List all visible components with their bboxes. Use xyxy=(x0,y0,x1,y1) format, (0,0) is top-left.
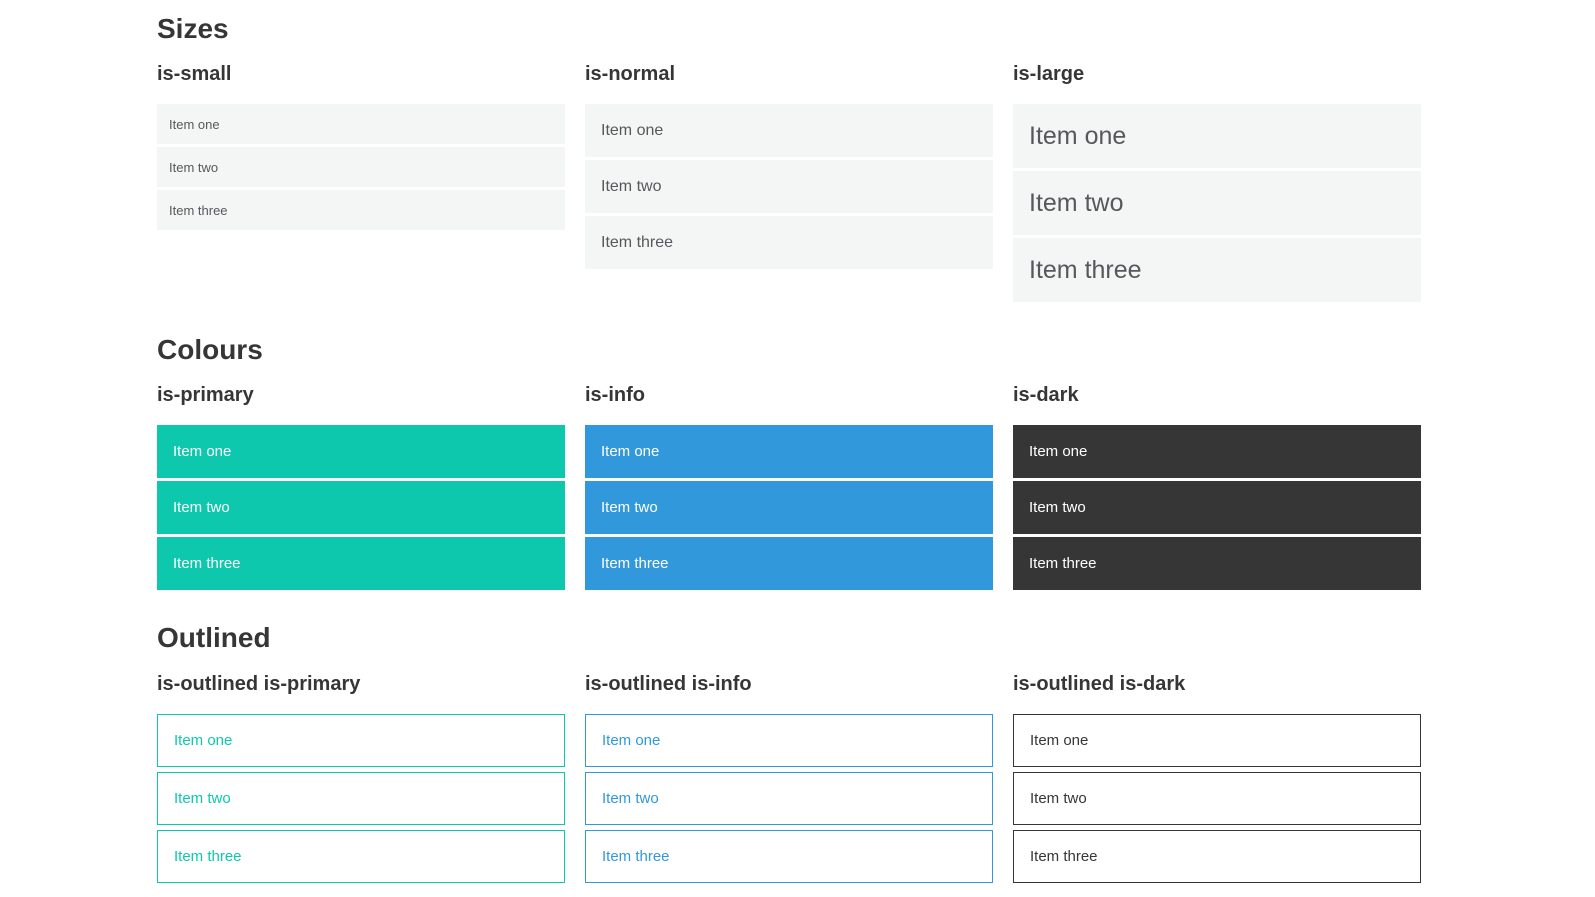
outlined-columns: is-outlined is-primary Item one Item two… xyxy=(157,672,1421,888)
list-item[interactable]: Item one xyxy=(1013,104,1421,169)
list-item[interactable]: Item two xyxy=(157,481,565,535)
list-item[interactable]: Item three xyxy=(1013,829,1421,883)
list-item[interactable]: Item one xyxy=(1013,713,1421,767)
list-group-is-normal: Item one Item two Item three xyxy=(585,104,993,270)
group-label-is-primary: is-primary xyxy=(157,384,254,407)
sizes-columns: is-small Item one Item two Item three is… xyxy=(157,62,1421,305)
column-is-primary: is-primary Item one Item two Item three xyxy=(157,383,565,593)
list-group-outlined-dark: Item one Item two Item three xyxy=(1013,713,1421,883)
list-item[interactable]: Item three xyxy=(157,537,565,591)
column-outlined-info: is-outlined is-info Item one Item two It… xyxy=(585,672,993,888)
list-item[interactable]: Item three xyxy=(585,216,993,270)
list-item[interactable]: Item two xyxy=(1013,481,1421,535)
section-outlined: Outlined is-outlined is-primary Item one… xyxy=(157,622,1421,887)
list-group-is-small: Item one Item two Item three xyxy=(157,104,565,231)
group-label-is-normal: is-normal xyxy=(585,63,676,86)
list-item[interactable]: Item two xyxy=(1013,771,1421,825)
list-item[interactable]: Item three xyxy=(157,190,565,231)
list-item[interactable]: Item two xyxy=(1013,171,1421,236)
list-item[interactable]: Item two xyxy=(157,147,565,188)
section-title-outlined: Outlined xyxy=(157,622,271,654)
column-is-large: is-large Item one Item two Item three xyxy=(1013,62,1421,305)
section-title-sizes: Sizes xyxy=(157,13,229,44)
group-label-outlined-dark: is-outlined is-dark xyxy=(1013,672,1186,695)
list-group-outlined-primary: Item one Item two Item three xyxy=(157,713,565,883)
group-label-is-info: is-info xyxy=(585,384,645,407)
list-item[interactable]: Item one xyxy=(1013,425,1421,479)
section-title-colours: Colours xyxy=(157,334,263,366)
column-is-normal: is-normal Item one Item two Item three xyxy=(585,62,993,305)
list-item[interactable]: Item three xyxy=(157,829,565,883)
list-item[interactable]: Item two xyxy=(585,771,993,825)
list-item[interactable]: Item one xyxy=(585,104,993,158)
column-is-info: is-info Item one Item two Item three xyxy=(585,383,993,593)
list-group-is-primary: Item one Item two Item three xyxy=(157,425,565,591)
list-item[interactable]: Item three xyxy=(585,537,993,591)
list-group-is-info: Item one Item two Item three xyxy=(585,425,993,591)
group-label-is-small: is-small xyxy=(157,63,232,86)
column-outlined-primary: is-outlined is-primary Item one Item two… xyxy=(157,672,565,888)
list-item[interactable]: Item two xyxy=(585,160,993,214)
list-item[interactable]: Item three xyxy=(1013,238,1421,303)
section-colours: Colours is-primary Item one Item two Ite… xyxy=(157,334,1421,593)
group-label-outlined-primary: is-outlined is-primary xyxy=(157,672,361,695)
section-sizes: Sizes is-small Item one Item two Item th… xyxy=(157,13,1421,305)
list-item[interactable]: Item three xyxy=(585,829,993,883)
list-item[interactable]: Item three xyxy=(1013,537,1421,591)
colours-columns: is-primary Item one Item two Item three … xyxy=(157,383,1421,593)
list-group-is-large: Item one Item two Item three xyxy=(1013,104,1421,303)
list-item[interactable]: Item one xyxy=(157,425,565,479)
list-item[interactable]: Item two xyxy=(585,481,993,535)
list-group-outlined-info: Item one Item two Item three xyxy=(585,713,993,883)
list-item[interactable]: Item one xyxy=(157,713,565,767)
column-outlined-dark: is-outlined is-dark Item one Item two It… xyxy=(1013,672,1421,888)
list-item[interactable]: Item one xyxy=(585,425,993,479)
group-label-outlined-info: is-outlined is-info xyxy=(585,672,752,695)
list-item[interactable]: Item two xyxy=(157,771,565,825)
list-group-is-dark: Item one Item two Item three xyxy=(1013,425,1421,591)
list-item[interactable]: Item one xyxy=(585,713,993,767)
column-is-small: is-small Item one Item two Item three xyxy=(157,62,565,305)
list-item[interactable]: Item one xyxy=(157,104,565,145)
group-label-is-dark: is-dark xyxy=(1013,384,1079,407)
group-label-is-large: is-large xyxy=(1013,63,1085,86)
column-is-dark: is-dark Item one Item two Item three xyxy=(1013,383,1421,593)
